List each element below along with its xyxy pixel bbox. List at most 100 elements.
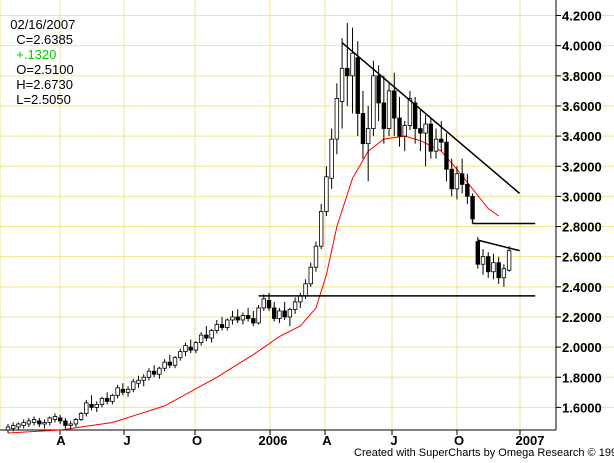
candle-body-up bbox=[407, 98, 413, 126]
candle bbox=[26, 417, 32, 427]
candle bbox=[58, 414, 63, 424]
candle bbox=[329, 128, 334, 189]
trend-recent bbox=[477, 239, 520, 252]
candle-body-up bbox=[31, 419, 37, 423]
candle bbox=[501, 264, 507, 287]
candle bbox=[240, 312, 246, 325]
x-tick-label: J bbox=[123, 433, 130, 448]
y-tick-label: 1.8000 bbox=[562, 370, 602, 385]
candle bbox=[198, 332, 204, 346]
candle-body-up bbox=[26, 420, 32, 425]
candle bbox=[407, 90, 413, 131]
grid bbox=[0, 0, 614, 431]
candle-body-down bbox=[188, 346, 193, 351]
candle-body-up bbox=[225, 319, 230, 328]
candle bbox=[365, 105, 371, 182]
y-tick-label: 4.0000 bbox=[562, 39, 602, 54]
candle-body-up bbox=[11, 425, 16, 429]
candle-body-down bbox=[151, 370, 157, 375]
candle-body-up bbox=[402, 125, 407, 137]
x-tick-label: 2006 bbox=[259, 433, 288, 448]
candle-body-down bbox=[219, 324, 225, 328]
moving-average-line bbox=[7, 135, 499, 434]
candle-body-up bbox=[287, 309, 293, 318]
candle bbox=[219, 316, 225, 331]
candle bbox=[89, 395, 94, 411]
x-axis: A J O 2006 A J O 2007 bbox=[56, 430, 544, 448]
candle-body-down bbox=[412, 102, 418, 129]
candle bbox=[167, 354, 173, 369]
candle bbox=[225, 318, 230, 331]
footer-credit: Created with SuperCharts by Omega Resear… bbox=[354, 447, 614, 459]
candle-body-down bbox=[104, 397, 110, 402]
candle-body-up bbox=[52, 416, 58, 420]
candle bbox=[392, 72, 397, 137]
candle-body-up bbox=[110, 394, 115, 402]
candle-body-down bbox=[465, 183, 470, 197]
candle-body-up bbox=[256, 307, 261, 324]
candle bbox=[480, 249, 486, 275]
y-tick-label: 3.4000 bbox=[562, 129, 602, 144]
candle bbox=[110, 393, 115, 405]
candle bbox=[470, 193, 475, 224]
candle bbox=[63, 417, 68, 429]
y-tick-label: 3.6000 bbox=[562, 99, 602, 114]
header-low: L=2.5050 bbox=[16, 92, 71, 107]
candle bbox=[324, 166, 329, 216]
candle bbox=[245, 307, 251, 322]
candle-body-down bbox=[418, 128, 423, 134]
candle bbox=[308, 262, 313, 287]
candle bbox=[371, 60, 376, 137]
candle-body-up bbox=[365, 128, 371, 145]
trend-high bbox=[341, 42, 521, 194]
y-tick-label: 3.8000 bbox=[562, 69, 602, 84]
candle-body-down bbox=[459, 173, 465, 185]
candle-body-up bbox=[214, 324, 219, 331]
candle-body-down bbox=[89, 403, 94, 408]
candle-body-down bbox=[37, 420, 42, 425]
candle bbox=[120, 383, 126, 396]
trend-lines bbox=[258, 42, 536, 297]
candle bbox=[94, 401, 99, 412]
candle-body-up bbox=[136, 379, 141, 384]
candle bbox=[141, 374, 146, 387]
candle-body-down bbox=[58, 417, 63, 422]
candle-body-up bbox=[84, 402, 89, 414]
candle bbox=[475, 237, 480, 269]
candles bbox=[5, 23, 512, 434]
candle bbox=[37, 417, 42, 427]
y-tick-label: 1.6000 bbox=[562, 400, 602, 415]
candle bbox=[334, 83, 340, 155]
candle bbox=[193, 341, 199, 354]
candle-body-up bbox=[78, 413, 84, 420]
candle bbox=[277, 307, 282, 323]
candle-body-up bbox=[491, 262, 496, 273]
candle bbox=[261, 294, 266, 311]
candle bbox=[313, 241, 319, 272]
candle-body-down bbox=[486, 256, 491, 273]
candle-body-down bbox=[428, 123, 434, 152]
candle-body-up bbox=[141, 376, 146, 381]
candle bbox=[465, 173, 470, 204]
candle bbox=[31, 416, 37, 426]
candle-body-up bbox=[308, 266, 313, 285]
candle-body-up bbox=[183, 345, 188, 353]
header-high: H=2.6730 bbox=[16, 77, 73, 92]
candle bbox=[386, 83, 392, 137]
candle-body-up bbox=[73, 419, 79, 425]
candle-body-down bbox=[439, 138, 444, 143]
y-tick-label: 2.2000 bbox=[562, 310, 602, 325]
moving-average bbox=[7, 135, 499, 434]
candle-body-up bbox=[125, 388, 131, 393]
candle bbox=[78, 411, 84, 421]
y-tick-label: 2.0000 bbox=[562, 340, 602, 355]
candle bbox=[423, 115, 428, 167]
candle bbox=[21, 419, 26, 429]
candle bbox=[99, 396, 105, 408]
candle bbox=[125, 386, 131, 397]
candle-body-up bbox=[230, 316, 235, 321]
candle bbox=[178, 348, 183, 361]
candle-body-down bbox=[360, 113, 366, 145]
candle bbox=[428, 118, 434, 159]
candle-body-up bbox=[292, 301, 298, 310]
